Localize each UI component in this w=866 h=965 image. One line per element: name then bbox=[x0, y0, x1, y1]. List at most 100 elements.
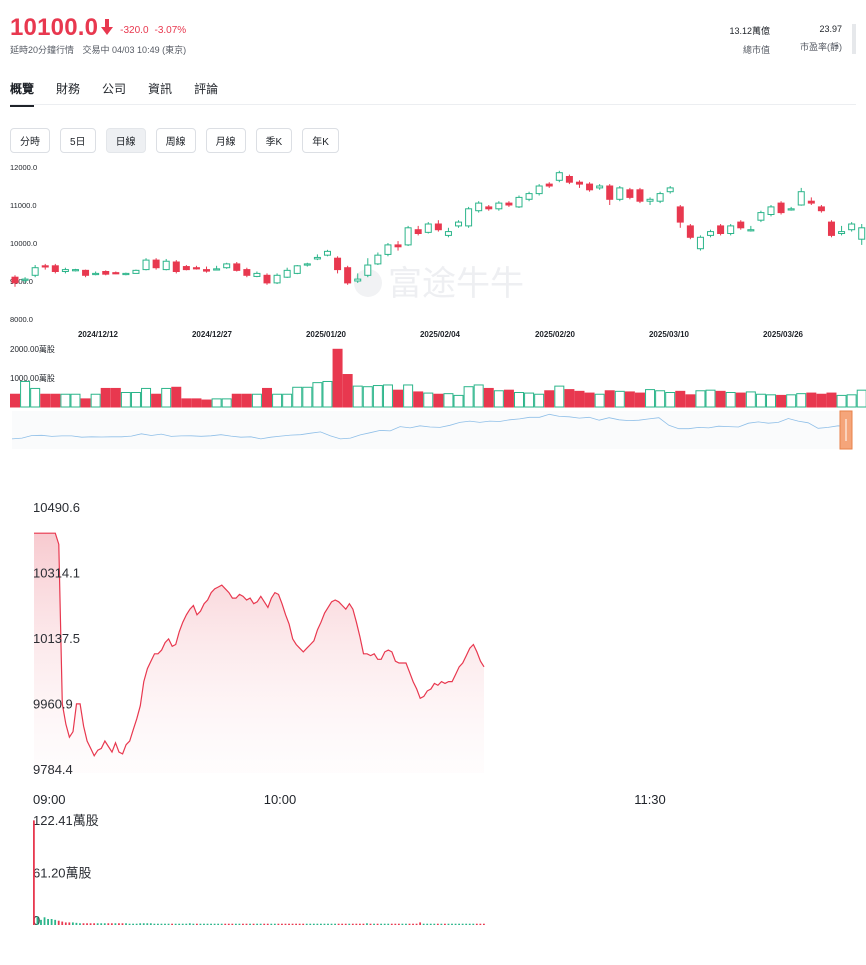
candle[interactable] bbox=[515, 195, 523, 209]
candle[interactable] bbox=[596, 184, 604, 190]
candle[interactable] bbox=[394, 241, 402, 251]
candle[interactable] bbox=[203, 266, 211, 273]
candle[interactable] bbox=[586, 182, 594, 192]
candle[interactable] bbox=[727, 224, 735, 236]
candle[interactable] bbox=[364, 258, 372, 278]
candle[interactable] bbox=[374, 252, 382, 266]
candle[interactable] bbox=[707, 229, 715, 238]
candle[interactable] bbox=[656, 191, 664, 204]
candle[interactable] bbox=[82, 269, 90, 278]
candle[interactable] bbox=[757, 210, 765, 223]
candle[interactable] bbox=[676, 205, 684, 228]
candle[interactable] bbox=[475, 201, 483, 213]
candle[interactable] bbox=[404, 225, 412, 247]
candle[interactable] bbox=[545, 182, 553, 188]
range-overview[interactable] bbox=[11, 410, 853, 450]
candle[interactable] bbox=[626, 187, 634, 200]
candle[interactable] bbox=[182, 265, 190, 271]
candle[interactable] bbox=[505, 201, 513, 207]
candle[interactable] bbox=[273, 273, 281, 285]
candle[interactable] bbox=[797, 187, 805, 206]
candle[interactable] bbox=[696, 235, 704, 251]
candle[interactable] bbox=[737, 220, 745, 230]
period-yearly-button[interactable]: 年K bbox=[302, 128, 339, 153]
candle[interactable] bbox=[213, 265, 221, 271]
candle[interactable] bbox=[384, 243, 392, 257]
candle[interactable] bbox=[535, 184, 543, 196]
candle[interactable] bbox=[334, 256, 342, 274]
candle[interactable] bbox=[233, 262, 241, 272]
candle[interactable] bbox=[263, 273, 271, 285]
candle[interactable] bbox=[606, 184, 614, 205]
candle[interactable] bbox=[71, 268, 79, 272]
candle[interactable] bbox=[102, 270, 110, 276]
candle[interactable] bbox=[817, 205, 825, 213]
candle[interactable] bbox=[142, 258, 150, 271]
candle[interactable] bbox=[354, 273, 362, 283]
candle[interactable] bbox=[122, 272, 130, 276]
candle[interactable] bbox=[495, 201, 503, 211]
daily-candlestick-chart[interactable]: 富途牛牛 12000.0 11000.0 10000.0 9000.0 8000.0 2… bbox=[0, 155, 866, 455]
candle[interactable] bbox=[414, 225, 422, 236]
candle[interactable] bbox=[848, 222, 856, 232]
candle[interactable] bbox=[152, 258, 160, 270]
candle[interactable] bbox=[162, 258, 170, 271]
candle[interactable] bbox=[293, 265, 301, 275]
candle[interactable] bbox=[51, 263, 59, 274]
period-quarterly-button[interactable]: 季K bbox=[255, 128, 293, 153]
candle[interactable] bbox=[112, 271, 120, 275]
candle[interactable] bbox=[424, 222, 432, 234]
candle[interactable] bbox=[223, 262, 231, 269]
candle[interactable] bbox=[455, 220, 463, 228]
candle[interactable] bbox=[192, 265, 200, 270]
candle[interactable] bbox=[555, 170, 563, 183]
candle[interactable] bbox=[777, 201, 785, 215]
candle[interactable] bbox=[344, 265, 352, 285]
candle[interactable] bbox=[11, 275, 19, 287]
candle[interactable] bbox=[303, 262, 311, 267]
candle[interactable] bbox=[807, 197, 815, 205]
candle[interactable] bbox=[686, 224, 694, 240]
candle[interactable] bbox=[717, 224, 725, 236]
candle[interactable] bbox=[767, 205, 775, 217]
candle[interactable] bbox=[666, 186, 674, 194]
candle[interactable] bbox=[646, 197, 654, 205]
candle[interactable] bbox=[172, 260, 180, 274]
candle[interactable] bbox=[465, 206, 473, 228]
candle[interactable] bbox=[243, 267, 251, 278]
candle[interactable] bbox=[253, 271, 261, 278]
candle[interactable] bbox=[444, 227, 452, 238]
candle[interactable] bbox=[313, 254, 321, 261]
candle[interactable] bbox=[636, 187, 644, 204]
candle[interactable] bbox=[838, 225, 846, 236]
candle[interactable] bbox=[827, 220, 835, 238]
candle[interactable] bbox=[61, 267, 69, 274]
tab-news[interactable]: 資訊 bbox=[148, 82, 173, 96]
period-5day-button[interactable]: 5日 bbox=[60, 128, 96, 153]
candle[interactable] bbox=[41, 263, 49, 270]
tab-overview[interactable]: 概覽 bbox=[10, 80, 35, 107]
candle[interactable] bbox=[434, 220, 442, 232]
period-intraday-button[interactable]: 分時 bbox=[10, 128, 50, 153]
candle[interactable] bbox=[283, 267, 291, 278]
period-daily-button[interactable]: 日線 bbox=[105, 128, 146, 153]
candle[interactable] bbox=[21, 277, 29, 283]
candle[interactable] bbox=[858, 224, 866, 245]
candle[interactable] bbox=[485, 205, 493, 211]
period-weekly-button[interactable]: 周線 bbox=[155, 128, 196, 153]
candle[interactable] bbox=[132, 269, 140, 274]
candle[interactable] bbox=[525, 191, 533, 202]
candle[interactable] bbox=[31, 265, 39, 278]
candle[interactable] bbox=[323, 249, 331, 257]
candle[interactable] bbox=[575, 180, 583, 188]
candle[interactable] bbox=[616, 186, 624, 202]
candle[interactable] bbox=[787, 206, 795, 211]
intraday-chart[interactable]: 10490.6 10314.1 10137.5 9960.9 9784.4 09:00 1… bbox=[0, 470, 866, 940]
tab-comments[interactable]: 評論 bbox=[194, 82, 219, 96]
tab-company[interactable]: 公司 bbox=[102, 82, 127, 96]
candle[interactable] bbox=[92, 271, 100, 276]
tab-financials[interactable]: 財務 bbox=[56, 82, 81, 96]
candle[interactable] bbox=[565, 174, 573, 185]
period-monthly-button[interactable]: 月線 bbox=[205, 128, 246, 153]
candle[interactable] bbox=[747, 225, 755, 232]
